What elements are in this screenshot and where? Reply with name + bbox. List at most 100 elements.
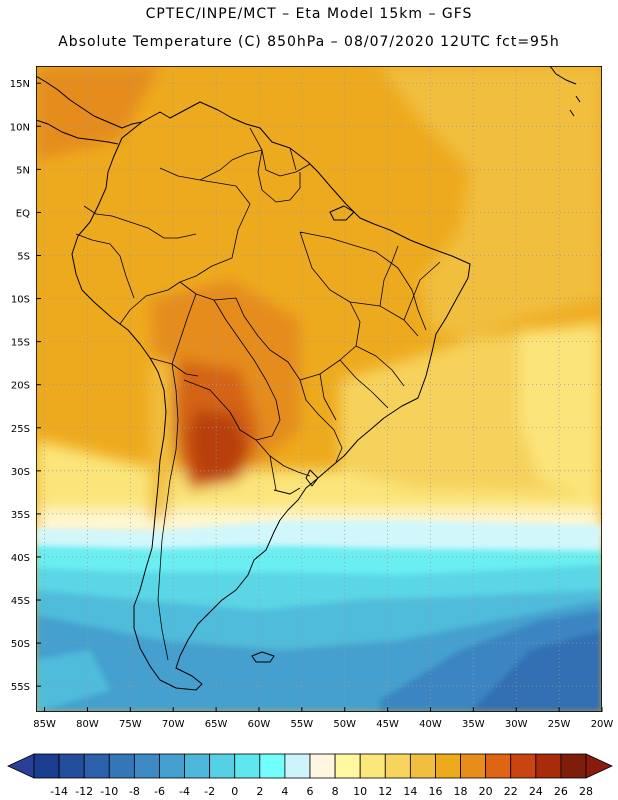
longitude-label: 70W [162,719,185,730]
rio-plata [273,487,301,495]
colorbar-label: 0 [231,785,238,798]
falklands [251,651,275,663]
longitude-label: 50W [333,719,356,730]
colorbar: -14 -12 -10 -8 -6 -4 -2 0 2 4 6 8 10 12 14 16 18 20 22 24 26… [7,753,613,798]
colorbar-label: 20 [479,785,493,798]
south-america-coast [71,101,471,691]
colorbar-swatch [234,753,261,779]
colorbar-swatch [359,753,386,779]
colorbar-swatch [460,753,487,779]
colorbar-swatch [309,753,336,779]
longitude-label: 40W [419,719,442,730]
colorbar-over-arrow [585,753,613,779]
colorbar-label: -14 [50,785,68,798]
latitude-label: 35S [11,510,30,521]
latitude-label: 30S [11,467,30,478]
colorbar-swatch [560,753,587,779]
field-south-atlantic-light [520,330,602,500]
latitude-label: 5S [17,251,30,262]
colorbar-label: -8 [129,785,140,798]
latitude-label: 55S [11,682,30,693]
colorbar-swatch [384,753,411,779]
field-atlantic-band [380,66,602,340]
colorbar-swatch [334,753,361,779]
latitude-label: 10S [11,295,30,306]
colorbar-swatch [485,753,512,779]
longitude-labels: 85W 80W 75W 70W 65W 60W 55W 50W 45W 40W 35W 30W 25W 2… [33,707,613,730]
latitude-label: 15S [11,338,30,349]
longitude-label: 20W [591,719,614,730]
colorbar-label: -4 [179,785,190,798]
field-patagonia-pocket [36,650,110,712]
longitude-label: 65W [205,719,228,730]
colorbar-label: -2 [204,785,215,798]
border-brazil-states [299,231,441,421]
colorbar-label: 24 [529,785,543,798]
colorbar-label: -10 [100,785,118,798]
temperature-field [36,66,602,712]
colorbar-swatch [510,753,537,779]
colorbar-swatch [83,753,110,779]
longitude-label: 25W [548,719,571,730]
colorbar-swatch [535,753,562,779]
latitude-labels: 15N 10N 5N EQ 5S 10S 15S 20S 25S 30S 35S 40S 45S 50S 5… [10,79,41,693]
colorbar-label: 22 [504,785,518,798]
colorbar-label: 6 [307,785,314,798]
border-guianas [261,147,319,177]
longitude-label: 75W [119,719,142,730]
colorbar-label: 12 [378,785,392,798]
border-ecuador-peru [75,233,135,299]
latitude-label: 5N [16,165,30,176]
map-title-line2: Absolute Temperature (C) 850hPa – 08/07/… [58,34,560,50]
colorbar-swatch [435,753,461,779]
colorbar-swatch [133,753,160,779]
latitude-label: 15N [10,79,30,90]
longitude-label: 45W [376,719,399,730]
latitude-label: 20S [11,381,30,392]
colorbar-label: 8 [332,785,339,798]
colorbar-label: 10 [353,785,367,798]
colorbar-swatch [159,753,185,779]
colorbar-label: 14 [403,785,417,798]
map-title-line1: CPTEC/INPE/MCT – Eta Model 15km – GFS [145,6,473,22]
colorbar-label: 4 [281,785,288,798]
border-paraguay [213,299,281,441]
colorbar-swatch [108,753,135,779]
field-chaco-hotspot [188,410,250,480]
latitude-label: 40S [11,553,30,564]
colorbar-swatch [209,753,236,779]
field-cold-m12 [470,630,602,712]
border-argentina [183,379,311,491]
border-venezuela [159,149,263,181]
latitude-label: 10N [10,122,30,133]
colorbar-swatch [409,753,436,779]
latitude-label: 50S [11,639,30,650]
coastline [36,66,581,691]
field-yellow-band [36,440,602,520]
border-brazil [119,127,343,463]
colorbar-swatch [58,753,85,779]
border-colombia-peru [83,205,197,239]
marajo-island [329,205,355,221]
caribbean-islands [549,66,581,117]
latitude-label: 45S [11,596,30,607]
colorbar-label: -12 [75,785,93,798]
border-bolivia-chile [171,293,199,377]
colorbar-label: 26 [554,785,568,798]
colorbar-swatch [259,753,286,779]
latitude-label: EQ [16,208,30,219]
colorbar-label: -6 [154,785,165,798]
colorbar-label: 18 [454,785,468,798]
colorbar-label: 28 [579,785,593,798]
latitude-label: 25S [11,424,30,435]
colorbar-swatch [33,753,60,779]
field-pacific-north [36,66,160,160]
longitude-label: 85W [33,719,56,730]
central-america-coast [36,75,143,129]
colorbar-label: 16 [428,785,442,798]
field-andes-cool [150,360,175,520]
central-america-north [36,119,119,145]
border-andes [149,357,179,661]
longitude-label: 30W [505,719,528,730]
longitude-label: 55W [291,719,314,730]
